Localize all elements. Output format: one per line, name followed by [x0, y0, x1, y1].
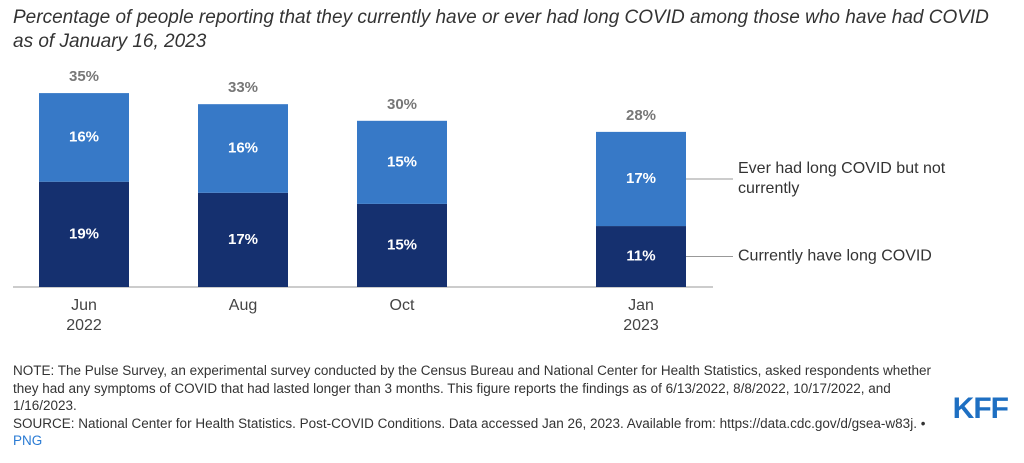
bar-segment	[198, 104, 288, 193]
chart: 19% 16% 35% Jun 2022 17% 16% 33% Aug 15% 15% 30% Oct…	[13, 68, 946, 334]
bar-segment	[357, 203, 447, 287]
bar-segment	[596, 226, 686, 287]
legend-label: Ever had long COVID but not currently	[738, 160, 946, 197]
bar-segment	[198, 192, 288, 287]
segment-label: 16%	[69, 128, 99, 145]
bar-segment	[357, 120, 447, 204]
total-label: 30%	[387, 96, 417, 113]
segment-label: 19%	[69, 225, 99, 242]
total-label: 35%	[69, 68, 99, 85]
source-line: SOURCE: National Center for Health Stati…	[13, 415, 938, 450]
bar-segment	[596, 131, 686, 227]
note: NOTE: The Pulse Survey, an experimental …	[13, 363, 931, 413]
segment-label: 11%	[626, 247, 655, 264]
segment-label: 17%	[626, 170, 656, 187]
segment-label: 17%	[228, 231, 258, 248]
chart-title: Percentage of people reporting that they…	[13, 7, 989, 52]
segment-label: 15%	[387, 153, 417, 170]
bar-segment	[39, 181, 129, 287]
segment-label: 16%	[228, 139, 258, 156]
x-tick-label: Jan 2023	[623, 297, 659, 334]
footnotes: NOTE: The Pulse Survey, an experimental …	[13, 362, 938, 450]
logo: KFF	[952, 392, 1009, 425]
legend-label: Currently have long COVID	[738, 248, 932, 265]
x-tick-label: Oct	[390, 297, 415, 314]
segment-label: 15%	[387, 236, 417, 253]
source: SOURCE: National Center for Health Stati…	[13, 415, 926, 431]
total-label: 28%	[626, 107, 656, 124]
total-label: 33%	[228, 79, 258, 96]
x-tick-label: Aug	[229, 297, 257, 314]
x-tick-label: Jun 2022	[66, 297, 102, 334]
png-link[interactable]: PNG	[13, 433, 43, 448]
bar-segment	[39, 93, 129, 182]
